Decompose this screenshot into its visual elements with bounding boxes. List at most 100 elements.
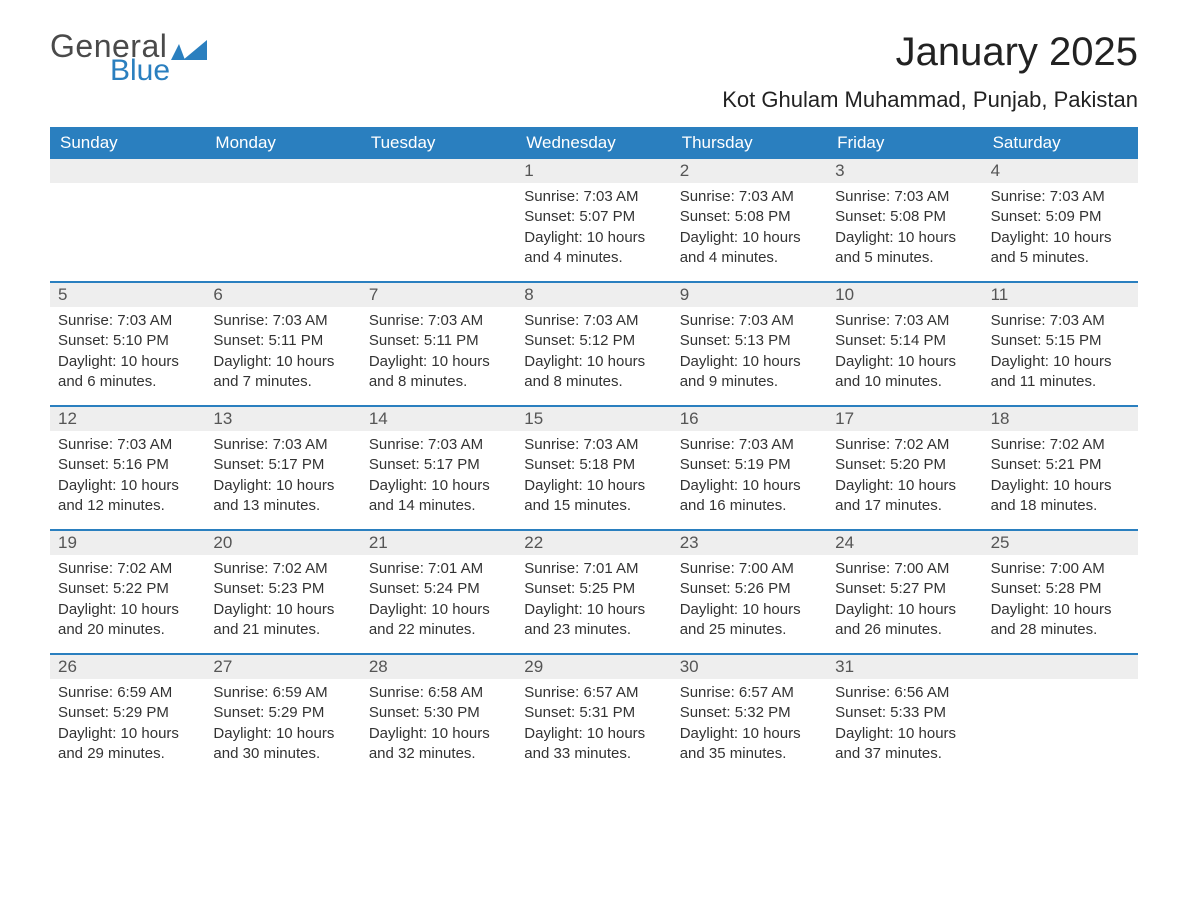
day-number <box>50 159 205 183</box>
day-details: Sunrise: 7:03 AMSunset: 5:11 PMDaylight:… <box>205 307 360 400</box>
day-details: Sunrise: 7:01 AMSunset: 5:25 PMDaylight:… <box>516 555 671 648</box>
day-detail-line: Daylight: 10 hours and 25 minutes. <box>680 600 819 641</box>
day-detail-line: Sunset: 5:21 PM <box>991 455 1130 475</box>
day-detail-line: Sunset: 5:13 PM <box>680 331 819 351</box>
day-detail-line: Sunrise: 6:58 AM <box>369 683 508 703</box>
day-detail-line: Sunset: 5:23 PM <box>213 579 352 599</box>
day-details: Sunrise: 6:57 AMSunset: 5:31 PMDaylight:… <box>516 679 671 772</box>
day-number: 31 <box>827 655 982 679</box>
day-detail-line: Daylight: 10 hours and 26 minutes. <box>835 600 974 641</box>
day-details: Sunrise: 7:03 AMSunset: 5:08 PMDaylight:… <box>827 183 982 276</box>
day-number: 10 <box>827 283 982 307</box>
day-detail-line: Sunset: 5:17 PM <box>213 455 352 475</box>
day-detail-line: Sunset: 5:19 PM <box>680 455 819 475</box>
day-detail-line: Sunset: 5:18 PM <box>524 455 663 475</box>
day-of-week-cell: Wednesday <box>516 127 671 159</box>
day-detail-line: Sunset: 5:17 PM <box>369 455 508 475</box>
day-detail-line: Sunrise: 7:03 AM <box>58 311 197 331</box>
day-number: 24 <box>827 531 982 555</box>
day-detail-line: Daylight: 10 hours and 33 minutes. <box>524 724 663 765</box>
day-detail-line: Sunset: 5:25 PM <box>524 579 663 599</box>
day-detail-line: Sunset: 5:31 PM <box>524 703 663 723</box>
day-detail-line: Sunrise: 7:00 AM <box>991 559 1130 579</box>
day-detail-line: Sunrise: 7:03 AM <box>835 187 974 207</box>
brand-logo: General Blue <box>50 30 207 86</box>
calendar-week: 1Sunrise: 7:03 AMSunset: 5:07 PMDaylight… <box>50 159 1138 277</box>
day-detail-line: Daylight: 10 hours and 15 minutes. <box>524 476 663 517</box>
day-details: Sunrise: 7:03 AMSunset: 5:15 PMDaylight:… <box>983 307 1138 400</box>
day-number: 6 <box>205 283 360 307</box>
day-details: Sunrise: 7:03 AMSunset: 5:10 PMDaylight:… <box>50 307 205 400</box>
day-details: Sunrise: 6:57 AMSunset: 5:32 PMDaylight:… <box>672 679 827 772</box>
day-detail-line: Daylight: 10 hours and 28 minutes. <box>991 600 1130 641</box>
day-detail-line: Sunrise: 7:02 AM <box>991 435 1130 455</box>
calendar-day: 19Sunrise: 7:02 AMSunset: 5:22 PMDayligh… <box>50 531 205 649</box>
day-of-week-cell: Thursday <box>672 127 827 159</box>
day-detail-line: Sunrise: 7:00 AM <box>680 559 819 579</box>
calendar-week: 26Sunrise: 6:59 AMSunset: 5:29 PMDayligh… <box>50 653 1138 773</box>
calendar-day <box>983 655 1138 773</box>
day-number: 28 <box>361 655 516 679</box>
day-detail-line: Sunset: 5:24 PM <box>369 579 508 599</box>
day-detail-line: Daylight: 10 hours and 12 minutes. <box>58 476 197 517</box>
day-detail-line: Sunset: 5:09 PM <box>991 207 1130 227</box>
day-detail-line: Daylight: 10 hours and 22 minutes. <box>369 600 508 641</box>
day-detail-line: Sunset: 5:14 PM <box>835 331 974 351</box>
day-detail-line: Daylight: 10 hours and 14 minutes. <box>369 476 508 517</box>
day-of-week-header: SundayMondayTuesdayWednesdayThursdayFrid… <box>50 127 1138 159</box>
calendar-day: 22Sunrise: 7:01 AMSunset: 5:25 PMDayligh… <box>516 531 671 649</box>
day-detail-line: Daylight: 10 hours and 29 minutes. <box>58 724 197 765</box>
day-detail-line: Daylight: 10 hours and 4 minutes. <box>680 228 819 269</box>
day-details: Sunrise: 7:00 AMSunset: 5:28 PMDaylight:… <box>983 555 1138 648</box>
calendar-day: 15Sunrise: 7:03 AMSunset: 5:18 PMDayligh… <box>516 407 671 525</box>
day-number: 3 <box>827 159 982 183</box>
calendar-day: 20Sunrise: 7:02 AMSunset: 5:23 PMDayligh… <box>205 531 360 649</box>
calendar-day: 14Sunrise: 7:03 AMSunset: 5:17 PMDayligh… <box>361 407 516 525</box>
day-number: 7 <box>361 283 516 307</box>
day-detail-line: Daylight: 10 hours and 21 minutes. <box>213 600 352 641</box>
day-number <box>205 159 360 183</box>
day-number <box>361 159 516 183</box>
day-detail-line: Sunrise: 7:03 AM <box>213 311 352 331</box>
day-detail-line: Sunrise: 6:59 AM <box>58 683 197 703</box>
day-detail-line: Daylight: 10 hours and 18 minutes. <box>991 476 1130 517</box>
day-details: Sunrise: 7:03 AMSunset: 5:18 PMDaylight:… <box>516 431 671 524</box>
day-detail-line: Sunrise: 7:03 AM <box>369 435 508 455</box>
day-detail-line: Sunrise: 6:57 AM <box>524 683 663 703</box>
day-details: Sunrise: 7:03 AMSunset: 5:08 PMDaylight:… <box>672 183 827 276</box>
location-label: Kot Ghulam Muhammad, Punjab, Pakistan <box>722 87 1138 113</box>
day-detail-line: Daylight: 10 hours and 16 minutes. <box>680 476 819 517</box>
day-detail-line: Daylight: 10 hours and 37 minutes. <box>835 724 974 765</box>
day-detail-line: Sunset: 5:29 PM <box>213 703 352 723</box>
day-number: 9 <box>672 283 827 307</box>
calendar-day: 16Sunrise: 7:03 AMSunset: 5:19 PMDayligh… <box>672 407 827 525</box>
calendar-day: 5Sunrise: 7:03 AMSunset: 5:10 PMDaylight… <box>50 283 205 401</box>
calendar-day: 1Sunrise: 7:03 AMSunset: 5:07 PMDaylight… <box>516 159 671 277</box>
day-details: Sunrise: 7:03 AMSunset: 5:14 PMDaylight:… <box>827 307 982 400</box>
day-of-week-cell: Tuesday <box>361 127 516 159</box>
day-detail-line: Daylight: 10 hours and 30 minutes. <box>213 724 352 765</box>
calendar-day: 24Sunrise: 7:00 AMSunset: 5:27 PMDayligh… <box>827 531 982 649</box>
day-detail-line: Sunrise: 6:59 AM <box>213 683 352 703</box>
calendar-day: 9Sunrise: 7:03 AMSunset: 5:13 PMDaylight… <box>672 283 827 401</box>
day-details <box>205 183 360 195</box>
day-detail-line: Daylight: 10 hours and 10 minutes. <box>835 352 974 393</box>
day-number: 17 <box>827 407 982 431</box>
day-number: 16 <box>672 407 827 431</box>
day-detail-line: Daylight: 10 hours and 5 minutes. <box>835 228 974 269</box>
day-detail-line: Sunset: 5:20 PM <box>835 455 974 475</box>
day-number: 23 <box>672 531 827 555</box>
day-details: Sunrise: 6:59 AMSunset: 5:29 PMDaylight:… <box>50 679 205 772</box>
calendar-day: 29Sunrise: 6:57 AMSunset: 5:31 PMDayligh… <box>516 655 671 773</box>
day-detail-line: Daylight: 10 hours and 6 minutes. <box>58 352 197 393</box>
calendar-day: 18Sunrise: 7:02 AMSunset: 5:21 PMDayligh… <box>983 407 1138 525</box>
calendar-day: 7Sunrise: 7:03 AMSunset: 5:11 PMDaylight… <box>361 283 516 401</box>
day-number: 2 <box>672 159 827 183</box>
day-details <box>361 183 516 195</box>
day-details: Sunrise: 7:00 AMSunset: 5:27 PMDaylight:… <box>827 555 982 648</box>
day-details: Sunrise: 6:56 AMSunset: 5:33 PMDaylight:… <box>827 679 982 772</box>
day-detail-line: Sunset: 5:32 PM <box>680 703 819 723</box>
day-detail-line: Sunrise: 7:03 AM <box>524 311 663 331</box>
day-detail-line: Sunset: 5:27 PM <box>835 579 974 599</box>
day-number: 26 <box>50 655 205 679</box>
